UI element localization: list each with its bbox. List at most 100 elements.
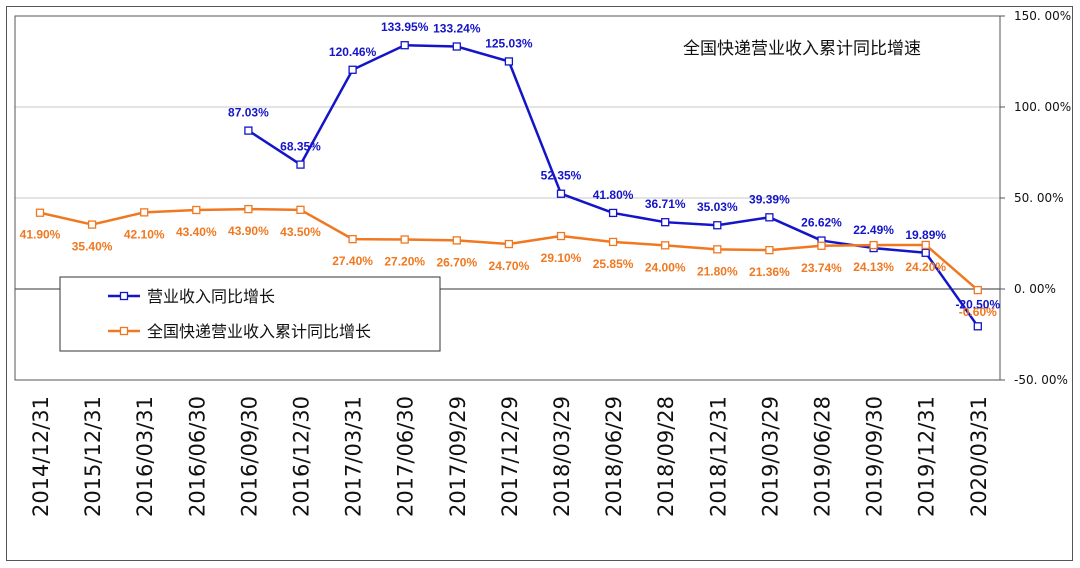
data-point — [504, 239, 514, 249]
data-label: 22.49% — [853, 223, 894, 237]
legend-box — [59, 276, 441, 352]
data-label: 42.10% — [124, 227, 165, 241]
data-point — [713, 221, 722, 230]
data-point — [973, 322, 982, 331]
x-tick-label: 2018/06/29 — [602, 396, 626, 517]
data-label: 21.36% — [749, 265, 790, 279]
x-tick-label: 2019/12/31 — [915, 396, 939, 517]
x-tick-label: 2017/03/31 — [342, 396, 366, 517]
data-label: 26.70% — [436, 255, 477, 269]
data-label: 24.70% — [489, 259, 530, 273]
x-tick-label: 2016/09/30 — [237, 396, 261, 517]
data-label: 23.74% — [801, 261, 842, 275]
x-tick-label: 2019/09/30 — [863, 396, 887, 517]
y-tick-label: 150. 00% — [1014, 9, 1071, 23]
data-point — [556, 189, 566, 198]
data-point — [452, 236, 461, 245]
x-tick-label: 2019/06/28 — [811, 396, 835, 517]
data-label: 43.40% — [176, 225, 217, 239]
data-label: 41.80% — [593, 188, 634, 202]
series-group: 87.03% 68.35% 120.46% 133.95% 133.24% 125.03%… — [20, 20, 1000, 331]
data-label: 68.35% — [280, 140, 321, 154]
y-tick-label: 50. 00% — [1014, 191, 1064, 205]
data-label: -20.50% — [955, 297, 1000, 311]
data-label: 43.90% — [228, 224, 269, 238]
data-label: 19.89% — [905, 228, 946, 242]
data-label: 35.03% — [697, 200, 738, 214]
data-label: 24.20% — [905, 260, 946, 274]
x-tick-label: 2020/03/31 — [967, 396, 991, 517]
data-label: 25.85% — [593, 257, 634, 271]
data-label: 24.00% — [645, 260, 686, 274]
data-point — [921, 248, 930, 257]
data-point — [348, 65, 357, 74]
data-point — [296, 160, 305, 169]
series-express-revenue-cumulative-yoy: 41.90% 35.40% 42.10% 43.40% 43.90% 43.50% 27.4… — [20, 204, 997, 319]
data-label: 29.10% — [541, 251, 582, 265]
data-label: 21.80% — [697, 264, 738, 278]
data-point — [348, 234, 357, 244]
data-label: 133.95% — [381, 20, 429, 34]
data-point — [87, 220, 97, 229]
y-tick-label: -50. 00% — [1014, 373, 1068, 387]
data-point — [869, 240, 878, 250]
data-label: 27.20% — [384, 254, 425, 268]
chart-title: 全国快递营业收入累计同比增速 — [683, 39, 921, 59]
legend-marker — [119, 326, 129, 336]
data-label: 41.90% — [20, 228, 61, 242]
data-label: 125.03% — [485, 36, 533, 50]
data-point — [400, 235, 409, 244]
data-point — [556, 231, 566, 241]
data-point — [765, 245, 774, 255]
data-point — [192, 205, 201, 215]
data-point — [244, 204, 253, 214]
data-label: 39.39% — [749, 192, 790, 206]
x-tick-label: 2016/12/30 — [290, 396, 314, 517]
data-label: 120.46% — [329, 45, 377, 59]
data-label: 43.50% — [280, 225, 321, 239]
x-tick-label: 2018/09/28 — [654, 396, 678, 517]
data-label: 87.03% — [228, 106, 269, 120]
data-label: 35.40% — [72, 240, 113, 254]
data-point — [35, 208, 45, 217]
data-point — [400, 41, 409, 50]
legend-label: 营业收入同比增长 — [147, 287, 275, 306]
data-point — [921, 240, 930, 250]
data-point — [661, 241, 670, 250]
data-point — [765, 213, 774, 222]
data-label: -0.60% — [959, 305, 997, 319]
data-label: 133.24% — [433, 22, 481, 36]
x-tick-label: 2017/06/30 — [394, 396, 418, 517]
data-point — [973, 285, 982, 295]
chart-frame — [6, 6, 1073, 561]
data-point — [140, 208, 149, 217]
data-point — [608, 237, 618, 247]
data-label: 27.40% — [332, 254, 373, 268]
x-tick-label: 2017/12/29 — [498, 396, 522, 517]
data-label: 36.71% — [645, 197, 686, 211]
data-point — [504, 57, 514, 66]
x-tick-label: 2016/06/30 — [185, 396, 209, 517]
data-label: 52.35% — [541, 169, 582, 183]
data-label: 24.13% — [853, 260, 894, 274]
legend-marker — [119, 291, 129, 301]
x-tick-label: 2014/12/31 — [29, 396, 53, 517]
data-point — [661, 218, 670, 227]
data-point — [817, 241, 826, 250]
y-axis: -50. 00% 0. 00% 50. 00% 100. 00% 150. 00% — [1000, 9, 1071, 387]
x-tick-label: 2018/03/29 — [550, 396, 574, 517]
y-tick-label: 0. 00% — [1014, 282, 1056, 296]
data-point — [452, 42, 461, 51]
data-point — [608, 208, 618, 218]
x-axis: 2014/12/31 2015/12/31 2016/03/31 2016/06/30… — [29, 396, 991, 517]
x-tick-label: 2018/12/31 — [706, 396, 730, 517]
data-label: 26.62% — [801, 216, 842, 230]
x-tick-label: 2016/03/31 — [133, 396, 157, 517]
x-tick-label: 2019/03/29 — [758, 396, 782, 517]
data-point — [296, 205, 305, 214]
x-tick-label: 2017/09/29 — [446, 396, 470, 517]
legend-label: 全国快递营业收入累计同比增长 — [147, 322, 371, 341]
y-tick-label: 100. 00% — [1014, 100, 1071, 114]
